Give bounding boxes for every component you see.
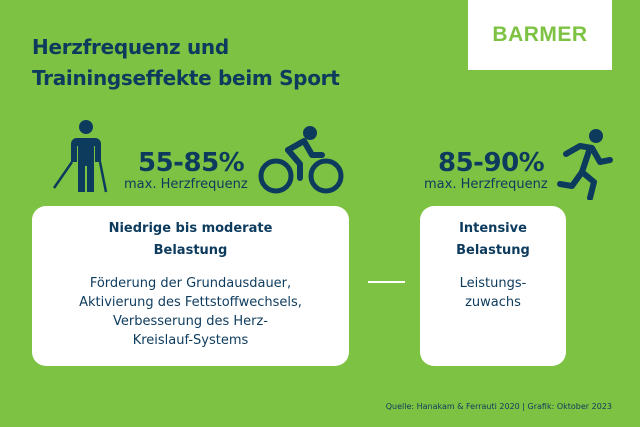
right-card-body-line: Leistungs- bbox=[459, 276, 527, 291]
left-percent: 55-85% bbox=[138, 148, 245, 178]
right-subtitle: max. Herzfrequenz bbox=[424, 177, 548, 192]
left-card-heading-line-1: Niedrige bis moderate bbox=[108, 221, 273, 236]
right-card-heading-line-2: Belastung bbox=[456, 243, 530, 258]
left-card-body-line: Kreislauf-Systems bbox=[132, 333, 249, 348]
logo: BARMER bbox=[468, 0, 612, 70]
walking-with-poles-icon bbox=[52, 120, 108, 193]
source-note: Quelle: Hanakam & Ferrauti 2020 | Grafik… bbox=[385, 402, 612, 411]
right-card-body: Leistungs- zuwachs bbox=[420, 274, 566, 312]
left-card-body: Förderung der Grundausdauer, Aktivierung… bbox=[32, 274, 349, 350]
logo-text: BARMER bbox=[492, 23, 588, 46]
left-card-body-line: Verbesserung des Herz- bbox=[112, 314, 269, 329]
right-percent: 85-90% bbox=[438, 148, 545, 178]
title-line-1: Herzfrequenz und bbox=[32, 35, 229, 59]
cycling-icon bbox=[258, 126, 344, 194]
running-icon bbox=[557, 129, 613, 200]
left-subtitle: max. Herzfrequenz bbox=[124, 177, 248, 192]
left-card-heading: Niedrige bis moderate Belastung bbox=[32, 218, 349, 262]
connector-line bbox=[368, 281, 405, 283]
right-card: Intensive Belastung Leistungs- zuwachs bbox=[420, 206, 566, 366]
page-title: Herzfrequenz und Trainingseffekte beim S… bbox=[32, 32, 340, 94]
left-card-body-line: Förderung der Grundausdauer, bbox=[89, 276, 292, 291]
title-line-2: Trainingseffekte beim Sport bbox=[32, 66, 340, 90]
right-card-heading: Intensive Belastung bbox=[420, 218, 566, 262]
right-card-heading-line-1: Intensive bbox=[459, 221, 527, 236]
left-card: Niedrige bis moderate Belastung Förderun… bbox=[32, 206, 349, 366]
right-card-body-line: zuwachs bbox=[465, 295, 521, 310]
left-card-body-line: Aktivierung des Fettstoffwechsels, bbox=[79, 295, 302, 310]
left-card-heading-line-2: Belastung bbox=[153, 243, 228, 258]
